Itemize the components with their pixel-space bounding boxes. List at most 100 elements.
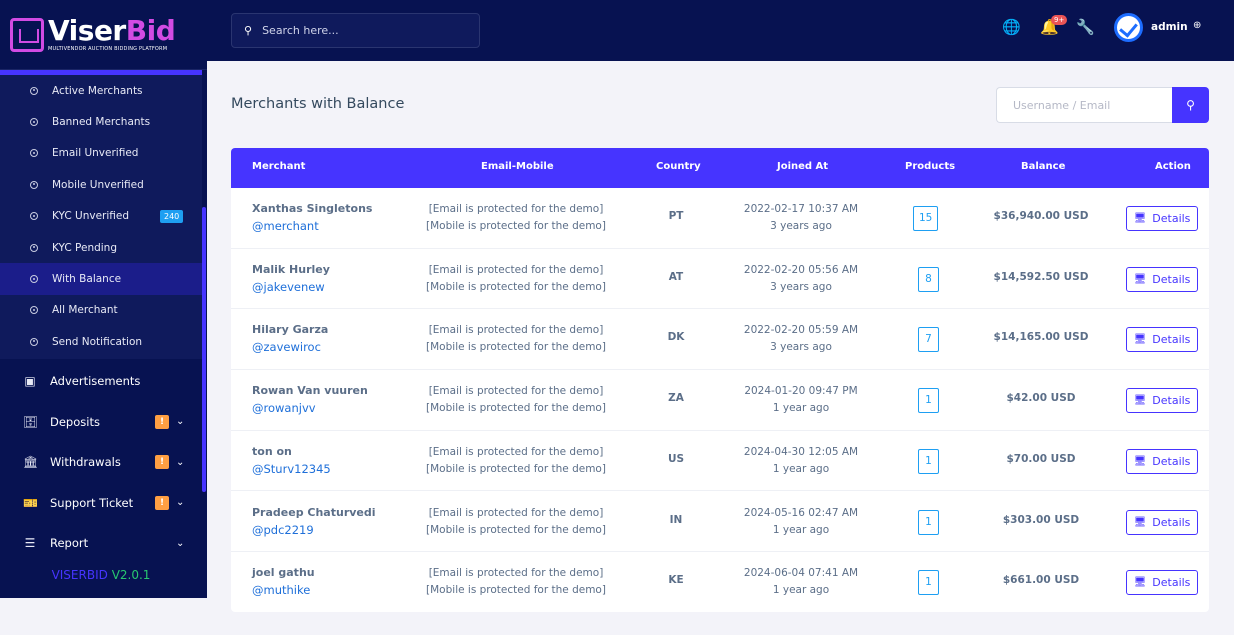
user-name[interactable]: admin bbox=[1151, 21, 1188, 33]
joined-at: 2022-02-20 05:56 AM 3 years ago bbox=[721, 262, 881, 296]
mobile-text: [Mobile is protected for the demo] bbox=[426, 341, 606, 354]
sidebar-subitem[interactable]: KYC Pending bbox=[0, 232, 202, 263]
details-button[interactable]: 🖥 Details bbox=[1126, 509, 1198, 535]
joined-date: 2022-02-20 05:59 AM bbox=[743, 324, 859, 337]
country-code: AT bbox=[668, 270, 684, 283]
avatar[interactable] bbox=[1114, 13, 1143, 42]
joined-ago: 1 year ago bbox=[772, 402, 830, 415]
sidebar-item[interactable]: ☰ Report ⌄ bbox=[0, 523, 202, 564]
products-count-link[interactable]: 1 bbox=[918, 509, 939, 535]
search-input[interactable]: ⚲ Search here... bbox=[231, 13, 480, 48]
merchant-username-link[interactable]: @zavewiroc bbox=[252, 340, 321, 355]
mobile-text: [Mobile is protected for the demo] bbox=[426, 402, 606, 415]
sidebar-subitem[interactable]: Mobile Unverified bbox=[0, 169, 202, 200]
wrench-icon[interactable]: 🔧 bbox=[1076, 18, 1095, 36]
sidebar-item[interactable]: 🗄 Deposits! ⌄ bbox=[0, 402, 202, 443]
alert-badge: ! bbox=[155, 414, 169, 429]
circle-dot-icon bbox=[30, 212, 38, 221]
globe-icon[interactable]: 🌐 bbox=[1002, 18, 1021, 36]
logo[interactable]: ViserBid MULTIVENDOR AUCTION BIDDING PLA… bbox=[0, 0, 207, 70]
sidebar-subitem-label: Email Unverified bbox=[52, 147, 139, 160]
products-count-link[interactable]: 15 bbox=[913, 206, 939, 231]
sidebar-subitem[interactable]: Active Merchants bbox=[0, 75, 202, 106]
chevron-down-icon[interactable]: ⊕ bbox=[1193, 20, 1202, 31]
products-count-link[interactable]: 7 bbox=[918, 327, 939, 353]
details-button[interactable]: 🖥 Details bbox=[1126, 206, 1198, 231]
email-mobile: [Email is protected for the demo] [Mobile… bbox=[411, 262, 621, 296]
balance-value: $14,165.00 USD bbox=[993, 331, 1089, 344]
details-button[interactable]: 🖥 Details bbox=[1126, 327, 1198, 353]
table-row: Hilary Garza @zavewiroc [Email is protecte… bbox=[231, 309, 1209, 371]
merchant-name: ton on bbox=[252, 444, 292, 458]
country-code: KE bbox=[668, 574, 684, 587]
joined-ago: 1 year ago bbox=[772, 584, 830, 597]
sidebar-item-label: Withdrawals bbox=[50, 455, 121, 470]
sidebar-scrollbar[interactable] bbox=[202, 207, 206, 492]
sidebar-subitem[interactable]: Email Unverified bbox=[0, 138, 202, 169]
products-count-link[interactable]: 1 bbox=[918, 448, 939, 474]
col-country: Country bbox=[656, 161, 701, 172]
search-icon: ⚲ bbox=[1186, 98, 1195, 112]
circle-dot-icon bbox=[30, 306, 38, 315]
sidebar-subitem[interactable]: KYC Unverified 240 bbox=[0, 201, 202, 232]
joined-at: 2022-02-17 10:37 AM 3 years ago bbox=[721, 201, 881, 235]
version-label: VISERBID V2.0.1 bbox=[51, 568, 151, 582]
active-section-bar bbox=[0, 70, 202, 75]
sidebar-item[interactable]: ▣ Advertisements bbox=[0, 361, 202, 402]
sidebar-subitem-label: KYC Unverified bbox=[52, 210, 130, 223]
username-email-search-input[interactable]: Username / Email bbox=[996, 87, 1172, 123]
desktop-icon: 🖥 bbox=[1133, 516, 1147, 528]
col-balance: Balance bbox=[1021, 161, 1066, 172]
details-label: Details bbox=[1152, 212, 1191, 225]
products-count-link[interactable]: 1 bbox=[918, 388, 939, 414]
joined-ago: 3 years ago bbox=[770, 220, 832, 232]
col-action: Action bbox=[1155, 161, 1191, 172]
details-button[interactable]: 🖥 Details bbox=[1126, 266, 1198, 292]
merchant-username-link[interactable]: @muthike bbox=[252, 583, 311, 598]
merchant-name: Xanthas Singletons bbox=[252, 202, 373, 215]
search-button[interactable]: ⚲ bbox=[1172, 87, 1209, 123]
details-label: Details bbox=[1152, 454, 1191, 468]
desktop-icon: 🖥 bbox=[1133, 577, 1147, 589]
details-label: Details bbox=[1152, 515, 1191, 529]
email-text: [Email is protected for the demo] bbox=[428, 506, 604, 519]
circle-dot-icon bbox=[30, 149, 38, 158]
joined-at: 2022-02-20 05:59 AM 3 years ago bbox=[721, 322, 881, 356]
circle-dot-icon bbox=[30, 86, 38, 95]
balance-value: $661.00 USD bbox=[1002, 574, 1080, 587]
merchant-username-link[interactable]: @jakevenew bbox=[252, 279, 325, 294]
bank-icon: 🏛 bbox=[23, 455, 39, 470]
sidebar-subitem[interactable]: Send Notification bbox=[0, 326, 202, 357]
sidebar-subitem[interactable]: With Balance bbox=[0, 263, 202, 295]
table-header: Merchant Email-Mobile Country Joined At … bbox=[231, 148, 1209, 188]
circle-dot-icon bbox=[30, 275, 38, 284]
mobile-text: [Mobile is protected for the demo] bbox=[426, 220, 606, 232]
balance-value: $14,592.50 USD bbox=[993, 270, 1089, 283]
details-button[interactable]: 🖥 Details bbox=[1126, 388, 1198, 414]
sidebar-subitem-label: Send Notification bbox=[52, 335, 143, 348]
sidebar-item[interactable]: 🏛 Withdrawals! ⌄ bbox=[0, 442, 202, 483]
col-email-mobile: Email-Mobile bbox=[481, 161, 554, 172]
products-count-link[interactable]: 8 bbox=[918, 266, 939, 292]
details-button[interactable]: 🖥 Details bbox=[1126, 570, 1198, 596]
merchant-username-link[interactable]: @merchant bbox=[252, 219, 319, 233]
balance-value: $70.00 USD bbox=[1006, 452, 1076, 465]
sidebar-subitem[interactable]: All Merchant bbox=[0, 295, 202, 326]
table-row: Xanthas Singletons @merchant [Email is pro… bbox=[231, 188, 1209, 249]
topbar: ⚲ Search here... 🌐 🔔 9+ 🔧 admin ⊕ bbox=[207, 0, 1234, 61]
merchant-username-link[interactable]: @Sturv12345 bbox=[252, 461, 331, 476]
sidebar-subitem-label: Active Merchants bbox=[52, 84, 143, 97]
details-button[interactable]: 🖥 Details bbox=[1126, 448, 1198, 474]
sidebar-subitem[interactable]: Banned Merchants bbox=[0, 106, 202, 137]
products-count-link[interactable]: 1 bbox=[918, 570, 939, 596]
details-label: Details bbox=[1152, 333, 1191, 347]
table-row: Rowan Van vuuren @rowanjvv [Email is prote… bbox=[231, 370, 1209, 431]
search-icon: ⚲ bbox=[244, 24, 253, 37]
list-icon: ☰ bbox=[24, 536, 36, 551]
merchant-username-link[interactable]: @rowanjvv bbox=[252, 401, 316, 416]
joined-ago: 3 years ago bbox=[770, 341, 832, 354]
sidebar-item-label: Deposits bbox=[50, 414, 100, 429]
sidebar-item[interactable]: 🎫 Support Ticket! ⌄ bbox=[0, 483, 202, 524]
country-code: DK bbox=[667, 331, 685, 344]
merchant-username-link[interactable]: @pdc2219 bbox=[252, 522, 314, 537]
